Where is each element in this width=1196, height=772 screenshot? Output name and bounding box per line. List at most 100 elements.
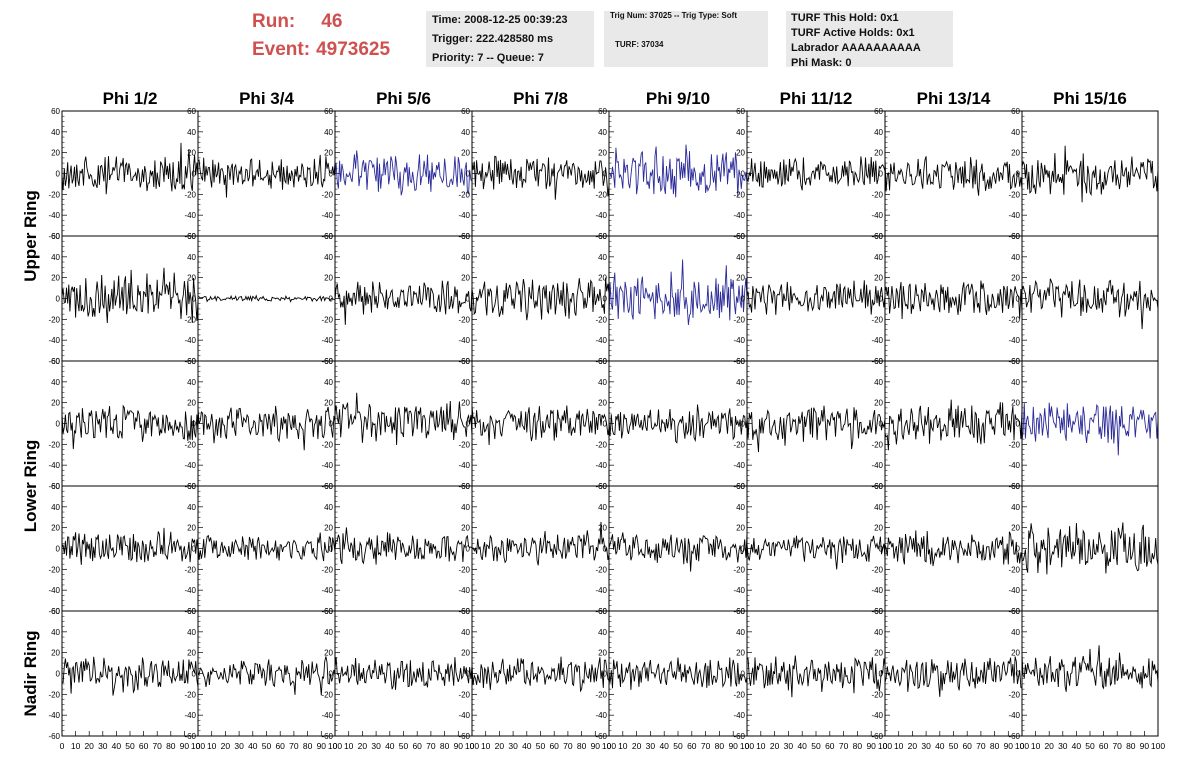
waveform-trace [334, 280, 473, 325]
plot-frame [197, 610, 336, 737]
y-tick-label: 0 [329, 670, 334, 679]
x-tick-label: 40 [935, 741, 945, 751]
y-tick-label: 60 [187, 107, 196, 116]
y-tick-label: -20 [184, 190, 196, 199]
y-tick-label: 60 [51, 482, 60, 491]
x-tick-label: 40 [659, 741, 669, 751]
x-tick-label: 30 [371, 741, 381, 751]
y-tick-label: 40 [324, 253, 333, 262]
x-tick-label: 20 [770, 741, 780, 751]
x-tick-label: 50 [536, 741, 546, 751]
y-tick-label: 60 [736, 607, 745, 616]
y-tick-label: 0 [1016, 170, 1021, 179]
x-tick-label: 80 [166, 741, 176, 751]
y-tick-label: -40 [321, 211, 333, 220]
y-tick-label: -40 [595, 711, 607, 720]
x-tick-label: 50 [949, 741, 959, 751]
y-tick-label: -20 [184, 440, 196, 449]
y-tick-label: 20 [51, 399, 60, 408]
y-tick-label: -20 [321, 565, 333, 574]
y-tick-label: 60 [736, 482, 745, 491]
waveform-trace [884, 399, 1023, 451]
y-tick-label: -20 [595, 440, 607, 449]
y-tick-label: 60 [1011, 357, 1020, 366]
x-tick-label: 90 [454, 741, 464, 751]
waveform-trace [61, 267, 199, 324]
y-tick-label: 40 [51, 503, 60, 512]
y-tick-label: 60 [51, 232, 60, 241]
waveform-trace [746, 655, 886, 698]
x-tick-label: 80 [577, 741, 587, 751]
plot-frame [1021, 235, 1159, 362]
waveform-trace [884, 280, 1023, 320]
y-tick-label: 40 [51, 378, 60, 387]
y-tick-label: 0 [603, 295, 608, 304]
y-tick-label: 20 [324, 649, 333, 658]
y-tick-label: 40 [461, 628, 470, 637]
y-tick-label: -20 [871, 690, 883, 699]
waveform-trace [471, 656, 610, 693]
y-tick-label: -20 [321, 690, 333, 699]
x-tick-label: 80 [303, 741, 313, 751]
column-title: Phi 5/6 [376, 89, 431, 108]
y-tick-label: 0 [741, 545, 746, 554]
y-tick-label: 60 [461, 357, 470, 366]
y-tick-label: -60 [48, 232, 60, 241]
y-tick-label: 20 [324, 274, 333, 283]
y-tick-label: 60 [324, 357, 333, 366]
waveform-trace [197, 154, 336, 198]
y-tick-label: 40 [598, 128, 607, 137]
y-tick-label: -60 [871, 732, 883, 741]
y-tick-label: -40 [458, 586, 470, 595]
y-tick-label: -40 [321, 586, 333, 595]
y-tick-label: -20 [1008, 565, 1020, 574]
x-tick-label: 40 [112, 741, 122, 751]
y-tick-label: 40 [324, 503, 333, 512]
y-tick-label: 60 [736, 232, 745, 241]
y-tick-label: -20 [595, 565, 607, 574]
y-tick-label: 0 [56, 670, 61, 679]
waveform-trace [334, 392, 473, 446]
y-tick-label: 40 [874, 378, 883, 387]
waveform-grid: Phi 1/2 Phi 3/4 Phi 5/6 Phi 7/8 Phi 9/10 Phi … [21, 89, 1165, 751]
y-tick-label: 60 [598, 357, 607, 366]
y-tick-label: -20 [458, 440, 470, 449]
plot-frame [608, 610, 748, 737]
y-tick-label: 60 [1011, 607, 1020, 616]
trigger-info-box: Trig Num: 37025 -- Trig Type: Soft TURF:… [604, 11, 768, 67]
y-tick-label: 0 [879, 295, 884, 304]
run-number: 46 [321, 11, 343, 32]
y-tick-label: 60 [1011, 232, 1020, 241]
y-tick-label: -40 [1008, 461, 1020, 470]
turf-this-hold-text: TURF This Hold: 0x1 [791, 12, 899, 24]
y-tick-label: 0 [1016, 670, 1021, 679]
column-title: Phi 3/4 [239, 89, 294, 108]
y-tick-label: 20 [51, 649, 60, 658]
y-tick-label: 40 [874, 628, 883, 637]
y-tick-label: -20 [184, 565, 196, 574]
y-tick-label: 40 [874, 128, 883, 137]
waveform-trace [608, 404, 748, 444]
x-tick-label: 50 [125, 741, 135, 751]
x-tick-label: 0 [333, 741, 338, 751]
y-tick-label: -20 [321, 315, 333, 324]
y-tick-label: -20 [871, 565, 883, 574]
x-tick-label: 0 [607, 741, 612, 751]
y-tick-label: -40 [458, 711, 470, 720]
event-number: 4973625 [316, 39, 391, 60]
x-tick-label: 30 [508, 741, 518, 751]
y-tick-label: -20 [733, 190, 745, 199]
y-tick-label: 0 [466, 545, 471, 554]
x-tick-label: 20 [1044, 741, 1054, 751]
x-tick-label: 0 [883, 741, 888, 751]
x-tick-label: 10 [618, 741, 628, 751]
y-tick-label: 0 [329, 420, 334, 429]
y-tick-label: 60 [187, 482, 196, 491]
y-tick-label: -60 [184, 732, 196, 741]
y-tick-label: -60 [1008, 732, 1020, 741]
y-tick-label: 0 [603, 545, 608, 554]
y-tick-label: 40 [187, 128, 196, 137]
column-title: Phi 13/14 [917, 89, 991, 108]
y-tick-label: -40 [184, 211, 196, 220]
y-tick-label: 40 [1011, 253, 1020, 262]
